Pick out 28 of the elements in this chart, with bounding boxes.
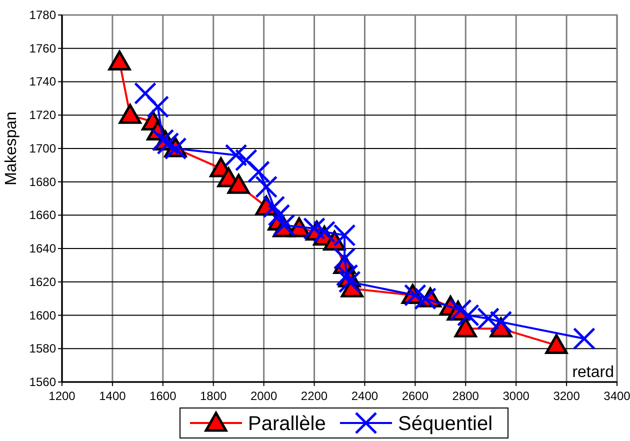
y-tick-label: 1580 (29, 342, 56, 356)
x-tick-label: 2800 (452, 389, 480, 403)
x-tick-label: 2200 (300, 389, 328, 403)
x-tick-label: 1200 (48, 389, 76, 403)
legend-label: Parallèle (248, 413, 326, 435)
x-tick-label: 3400 (604, 389, 630, 403)
x-tick-label: 2000 (250, 389, 278, 403)
y-tick-label: 1680 (29, 174, 56, 189)
y-tick-label: 1640 (29, 242, 56, 256)
y-axis-title: Makespan (3, 112, 20, 186)
x-axis-title: retard (572, 364, 614, 381)
x-tick-label: 2400 (351, 389, 378, 403)
y-tick-label: 1720 (29, 108, 56, 122)
x-tick-label: 3200 (553, 389, 580, 403)
y-tick-label: 1760 (29, 41, 56, 56)
x-tick-label: 1400 (99, 389, 126, 403)
y-tick-label: 1620 (29, 274, 56, 289)
x-tick-label: 1600 (150, 389, 177, 403)
y-tick-label: 1700 (29, 141, 56, 156)
legend-label: Séquentiel (398, 413, 493, 435)
y-tick-label: 1560 (29, 375, 56, 389)
x-tick-label: 3000 (502, 389, 530, 403)
y-tick-label: 1740 (29, 74, 56, 89)
y-tick-label: 1780 (29, 8, 56, 22)
x-tick-label: 1800 (200, 389, 228, 403)
y-tick-label: 1660 (29, 208, 56, 222)
y-tick-label: 1600 (29, 308, 56, 322)
x-tick-label: 2600 (402, 389, 429, 403)
